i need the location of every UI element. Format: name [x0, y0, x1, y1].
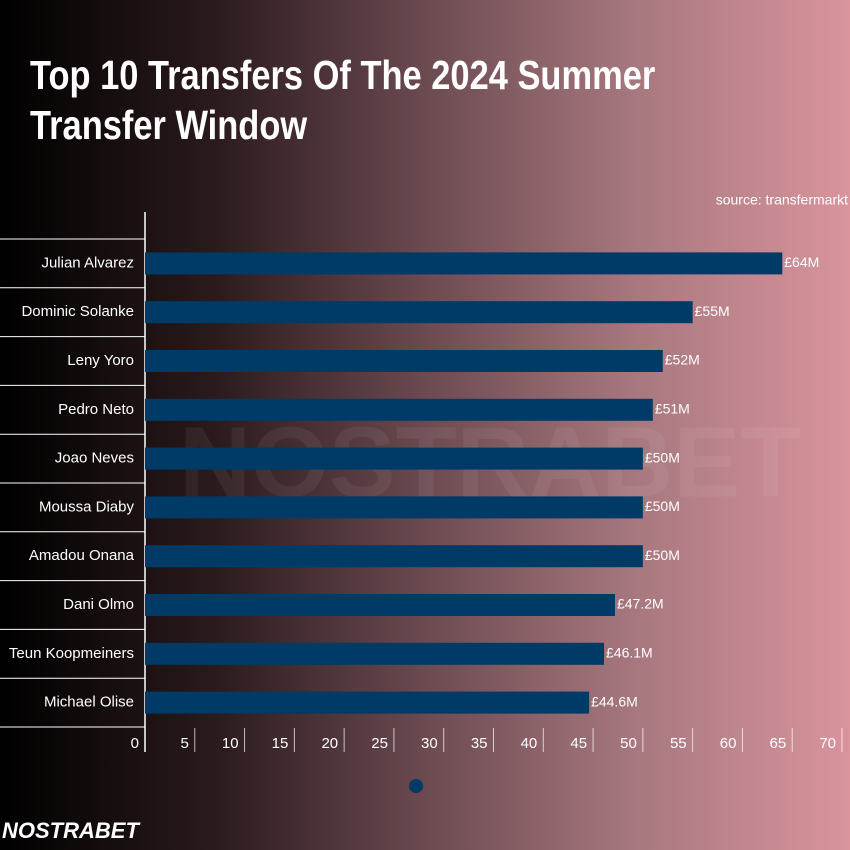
x-tick-label: 50 [620, 735, 637, 752]
bar [145, 447, 643, 470]
category-label: Teun Koopmeiners [9, 645, 134, 662]
category-label: Michael Olise [44, 694, 134, 711]
x-tick-label: 60 [720, 735, 737, 752]
value-label: £51M [655, 401, 690, 417]
x-tick-label: 45 [570, 735, 587, 752]
category-label: Dominic Solanke [21, 303, 134, 320]
category-label: Julian Alvarez [41, 254, 134, 271]
category-label: Pedro Neto [58, 401, 134, 418]
x-tick-label: 0 [131, 735, 139, 752]
x-tick-label: 35 [471, 735, 488, 752]
x-tick-label: 70 [819, 735, 836, 752]
x-tick-label: 15 [272, 735, 289, 752]
chart-title: Top 10 Transfers Of The 2024 Summer Tran… [30, 52, 656, 148]
bar [145, 594, 615, 616]
category-label: Joao Neves [55, 450, 134, 467]
category-label: Moussa Diaby [39, 498, 135, 515]
x-tick-label: 25 [371, 735, 388, 752]
category-label: Leny Yoro [67, 352, 134, 369]
bar [145, 301, 693, 324]
x-tick-label: 40 [521, 735, 538, 752]
x-tick-label: 20 [321, 735, 338, 752]
value-label: £50M [645, 498, 680, 514]
value-label: £50M [645, 449, 680, 465]
legend-dot [409, 779, 423, 793]
value-label: £50M [645, 547, 680, 563]
x-tick-label: 55 [670, 735, 687, 752]
value-label: £47.2M [617, 596, 664, 612]
value-label: £55M [695, 303, 730, 319]
x-tick-label: 5 [180, 735, 188, 752]
category-label: Dani Olmo [63, 596, 134, 613]
value-label: £52M [665, 352, 700, 368]
bar [145, 691, 590, 714]
bar [145, 496, 643, 519]
x-tick-label: 10 [222, 735, 239, 752]
x-tick-label: 65 [770, 735, 787, 752]
value-label: £44.6M [591, 693, 638, 709]
source: source: transfermarkt [716, 192, 848, 208]
bar [145, 350, 663, 372]
bar [145, 642, 605, 665]
value-label: £64M [784, 254, 819, 270]
value-label: £46.1M [606, 645, 653, 661]
bar [145, 252, 783, 275]
category-label: Amadou Onana [29, 547, 135, 564]
bar [145, 545, 643, 568]
bar [145, 398, 653, 421]
logo: NOSTRABET [2, 818, 140, 843]
x-tick-label: 30 [421, 735, 438, 752]
